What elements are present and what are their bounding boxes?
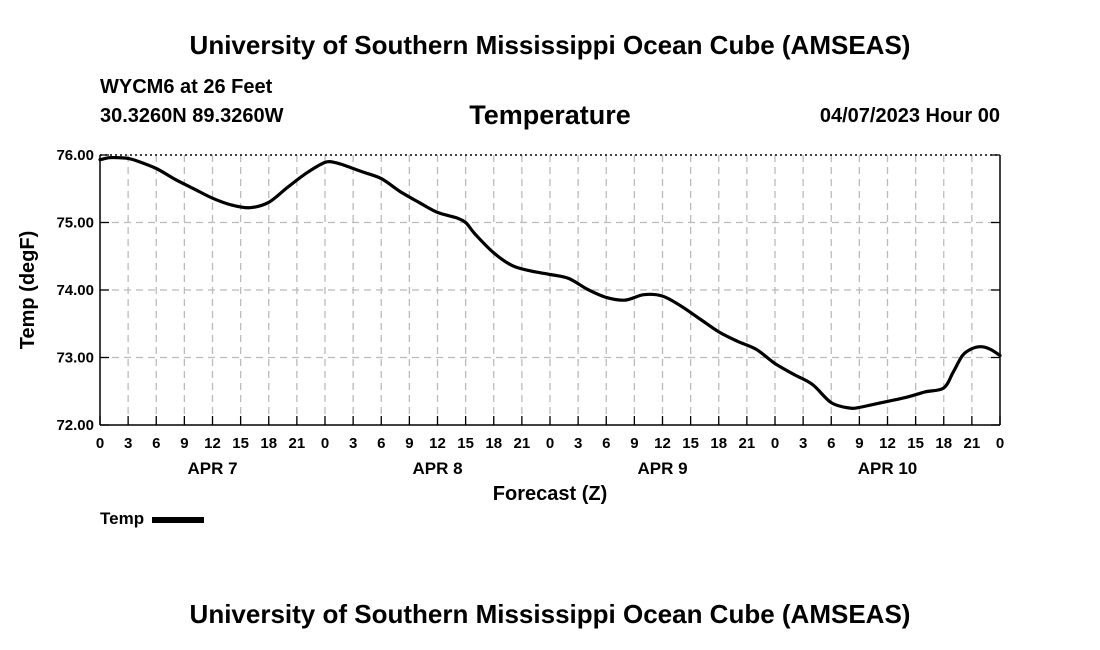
x-axis-label: Forecast (Z) [493,483,607,505]
series-line-temp [98,155,1002,410]
legend-label-temp: Temp [100,509,145,528]
y-tick-label: 75.00 [56,215,94,232]
x-tick-label: 9 [855,435,863,452]
x-tick-label: 0 [321,435,329,452]
day-label: APR 10 [858,459,918,478]
page-title: University of Southern Mississippi Ocean… [189,30,911,60]
footer-title: University of Southern Mississippi Ocean… [189,599,911,629]
x-tick-label: 9 [630,435,638,452]
day-label: APR 9 [637,459,687,478]
x-tick-label: 0 [546,435,554,452]
y-tick-label: 74.00 [56,282,94,299]
x-tick-label: 3 [124,435,132,452]
x-tick-label: 18 [260,435,277,452]
x-tick-label: 3 [799,435,807,452]
x-tick-label: 21 [514,435,531,452]
x-tick-label: 6 [602,435,610,452]
y-tick-label: 73.00 [56,350,94,367]
x-tick-label: 0 [996,435,1004,452]
x-tick-label: 0 [96,435,104,452]
x-tick-label: 21 [964,435,981,452]
legend: Temp [100,509,205,529]
x-tick-label: 18 [710,435,727,452]
station-label: WYCM6 at 26 Feet [100,76,273,98]
x-tick-label: 9 [180,435,188,452]
x-tick-label: 12 [654,435,671,452]
x-tick-label: 6 [377,435,385,452]
x-tick-label: 3 [349,435,357,452]
x-tick-label: 3 [574,435,582,452]
station-coordinates: 30.3260N 89.3260W [100,105,284,127]
chart-title: Temperature [469,100,631,130]
x-tick-label: 18 [935,435,952,452]
x-tick-label: 12 [204,435,221,452]
x-tick-label: 15 [457,435,474,452]
x-tick-label: 15 [682,435,699,452]
x-tick-label: 18 [485,435,502,452]
x-tick-label: 21 [739,435,756,452]
x-tick-label: 12 [429,435,446,452]
day-label: APR 7 [187,459,237,478]
forecast-datetime: 04/07/2023 Hour 00 [819,105,1000,127]
y-tick-label: 76.00 [56,147,94,164]
x-tick-label: 15 [907,435,924,452]
x-tick-label: 6 [827,435,835,452]
x-tick-label: 6 [152,435,160,452]
x-tick-label: 0 [771,435,779,452]
y-axis-label: Temp (degF) [17,231,39,350]
x-tick-label: 15 [232,435,249,452]
x-tick-label: 12 [879,435,896,452]
y-tick-label: 72.00 [56,417,94,434]
legend-swatch-temp [152,517,205,523]
x-tick-label: 9 [405,435,413,452]
day-label: APR 8 [412,459,462,478]
x-tick-label: 21 [289,435,306,452]
